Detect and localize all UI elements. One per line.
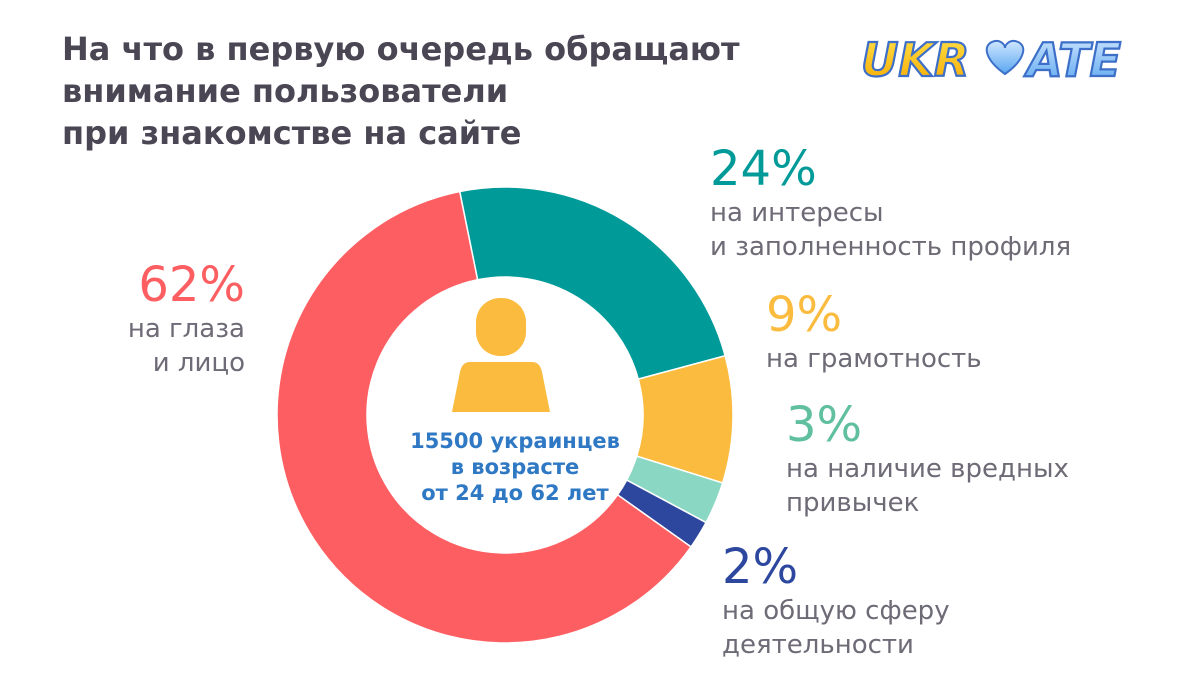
label-line: на общую сферу (722, 596, 950, 626)
person-icon (452, 298, 550, 412)
donut-slice (276, 190, 693, 644)
label-percent: 9% (766, 287, 843, 343)
label-percent: 24% (710, 141, 817, 197)
label-line: и заполненность профиля (710, 232, 1072, 262)
label-literacy: 9% на грамотность (766, 288, 1166, 376)
label-description: на наличие вредных привычек (786, 452, 1186, 520)
center-line: 15500 украинцев (410, 429, 620, 453)
label-description: на глаза и лицо (25, 312, 245, 380)
title-line: На что в первую очередь обращают (62, 30, 740, 68)
label-eyes-face: 62% на глаза и лицо (25, 258, 245, 380)
label-line: и лицо (152, 348, 245, 378)
center-line: от 24 до 62 лет (421, 481, 609, 505)
title-line: при знакомстве на сайте (62, 114, 522, 152)
chart-title: На что в первую очередь обращают внимани… (62, 28, 782, 154)
label-line: на интересы (710, 198, 884, 228)
ukrdate-logo: UKR ATE (860, 32, 1122, 88)
label-interests-profile: 24% на интересы и заполненность профиля (710, 142, 1190, 264)
donut-slices (276, 186, 734, 644)
label-description: на общую сферу деятельности (722, 594, 1122, 662)
label-description: на интересы и заполненность профиля (710, 196, 1190, 264)
label-line: на глаза (127, 314, 245, 344)
label-line: привычек (786, 488, 920, 518)
label-percent: 62% (138, 257, 245, 313)
heart-icon (985, 39, 1025, 76)
label-description: на грамотность (766, 342, 1166, 376)
center-caption: 15500 украинцев в возрасте от 24 до 62 л… (370, 428, 660, 506)
logo-text-left: UKR (861, 33, 969, 87)
label-occupation: 2% на общую сферу деятельности (722, 540, 1122, 662)
label-line: на грамотность (766, 344, 982, 374)
logo-text-right: ATE (1024, 33, 1121, 87)
label-percent: 2% (722, 539, 799, 595)
title-line: внимание пользователи (62, 72, 509, 110)
center-line: в возрасте (450, 455, 580, 479)
donut-slice (458, 186, 727, 381)
label-bad-habits: 3% на наличие вредных привычек (786, 398, 1186, 520)
label-line: деятельности (722, 630, 914, 660)
label-line: на наличие вредных (786, 454, 1069, 484)
label-percent: 3% (786, 397, 863, 453)
